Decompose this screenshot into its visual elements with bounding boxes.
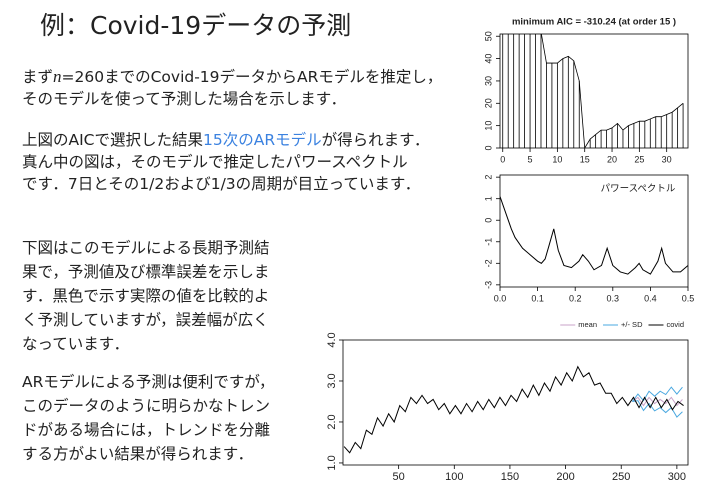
x-tick-label: 200 bbox=[556, 471, 574, 483]
text: なっています． bbox=[22, 335, 130, 353]
y-tick-label: 4.0 bbox=[326, 332, 338, 347]
y-tick-label: 2 bbox=[483, 175, 493, 180]
text-line: です．7日とその1/2および1/3の周期が目立っています． bbox=[22, 173, 430, 195]
text: す．黒色で示す実際の値を比較的よ bbox=[22, 287, 270, 305]
x-tick-label: 0.3 bbox=[607, 293, 620, 303]
text-line: 上図のAICで選択した結果15次のARモデルが得られます． bbox=[22, 129, 430, 151]
chart: 0.0 0.1 0.2 0.3 0.4 0.5 -3 -2 -1 0 1 2 パワースペクトル bbox=[483, 174, 695, 303]
x-tick-label: 15 bbox=[580, 154, 590, 164]
text-line: 下図はこのモデルによる長期予測結 bbox=[22, 236, 270, 260]
x-tick-label: 5 bbox=[528, 154, 533, 164]
y-tick-label: -2 bbox=[483, 259, 493, 267]
text: が得られます． bbox=[321, 131, 430, 149]
text-line: このデータのように明らかなトレン bbox=[22, 394, 274, 418]
text-line: く予測していますが，誤差幅が広く bbox=[22, 308, 270, 332]
x-tick-label: 100 bbox=[445, 471, 463, 483]
y-tick-label: 50 bbox=[483, 31, 493, 41]
x-tick-label: 20 bbox=[607, 154, 617, 164]
paragraph: ARモデルによる予測は便利ですが， このデータのように明らかなトレン ドがある場… bbox=[22, 370, 274, 466]
text: 真ん中の図は，そのモデルで推定したパワースペクトル bbox=[22, 153, 408, 171]
series-line bbox=[631, 386, 683, 402]
text-line: する方がよい結果が得られます． bbox=[22, 442, 274, 466]
text: 果で，予測値及び標準誤差を示しま bbox=[22, 263, 270, 281]
plot-area bbox=[502, 34, 684, 148]
series-line bbox=[500, 196, 688, 275]
y-tick-label: 1 bbox=[483, 196, 493, 201]
text: このデータのように明らかなトレン bbox=[22, 397, 271, 415]
x-tick-label: 25 bbox=[634, 154, 644, 164]
x-tick-label: 0.5 bbox=[682, 293, 695, 303]
math-symbol: n bbox=[53, 67, 62, 86]
text: 下図はこのモデルによる長期予測結 bbox=[22, 239, 270, 257]
highlight: 15次のARモデル bbox=[203, 131, 322, 149]
text-line: なっています． bbox=[22, 332, 270, 356]
chart: 50 100 150 200 250 300 1.0 2.0 3.0 4.0 covid +/- SD… bbox=[326, 320, 689, 483]
x-tick-label: 0.4 bbox=[644, 293, 657, 303]
y-tick-label: 20 bbox=[483, 98, 493, 108]
legend-label: mean bbox=[578, 320, 597, 329]
x-tick-label: 30 bbox=[662, 154, 672, 164]
plot-area bbox=[343, 365, 684, 454]
series-line bbox=[343, 365, 684, 454]
y-tick-label: 0 bbox=[483, 218, 493, 223]
text-line: そのモデルを使って予測した場合を示します． bbox=[22, 88, 442, 110]
text-line: 果で，予測値及び標準誤差を示しま bbox=[22, 260, 270, 284]
plot-frame bbox=[499, 33, 689, 149]
legend-label: +/- SD bbox=[621, 320, 643, 329]
x-tick-label: 0.1 bbox=[531, 293, 544, 303]
paragraph: 上図のAICで選択した結果15次のARモデルが得られます． 真ん中の図は，そのモ… bbox=[22, 129, 430, 195]
paragraph: 下図はこのモデルによる長期予測結 果で，予測値及び標準誤差を示しま す．黒色で示… bbox=[22, 236, 270, 356]
slide-title: 例：Covid-19データの予測 bbox=[40, 11, 352, 40]
text: そのモデルを使って予測した場合を示します． bbox=[22, 90, 347, 108]
plot-frame bbox=[499, 174, 689, 288]
y-tick-label: 2.0 bbox=[326, 414, 338, 429]
x-tick-label: 150 bbox=[501, 471, 519, 483]
text: く予測していますが，誤差幅が広く bbox=[22, 311, 269, 329]
x-tick-label: 0.2 bbox=[569, 293, 582, 303]
y-tick-label: 3.0 bbox=[326, 373, 338, 388]
text-line: す．黒色で示す実際の値を比較的よ bbox=[22, 284, 270, 308]
chart: 0 5 10 15 20 25 30 0 10 20 30 40 50 minimum AIC = -31… bbox=[483, 17, 689, 164]
text: ドがある場合には，トレンドを分離 bbox=[22, 421, 271, 439]
y-tick-label: 30 bbox=[483, 76, 493, 86]
y-tick-label: 10 bbox=[483, 121, 493, 131]
bar-outline bbox=[540, 34, 684, 148]
text: する方がよい結果が得られます． bbox=[22, 445, 254, 463]
annotation: パワースペクトル bbox=[601, 184, 676, 195]
legend-label: covid bbox=[666, 320, 684, 329]
text: ARモデルによる予測は便利ですが， bbox=[22, 373, 275, 391]
y-tick-label: 1.0 bbox=[326, 455, 338, 470]
text-line: 真ん中の図は，そのモデルで推定したパワースペクトル bbox=[22, 151, 430, 173]
text-line: ARモデルによる予測は便利ですが， bbox=[22, 370, 274, 394]
plot-frame bbox=[342, 339, 689, 466]
x-tick-label: 50 bbox=[393, 471, 405, 483]
plot-area bbox=[500, 196, 688, 275]
text: です．7日とその1/2および1/3の周期が目立っています． bbox=[22, 175, 421, 193]
text: まず bbox=[22, 68, 54, 86]
chart-title: minimum AIC = -310.24 (at order 15 ) bbox=[512, 17, 676, 28]
text-line: ドがある場合には，トレンドを分離 bbox=[22, 418, 274, 442]
text: 上図のAICで選択した結果 bbox=[22, 131, 203, 149]
y-tick-label: 40 bbox=[483, 54, 493, 64]
x-tick-label: 300 bbox=[668, 471, 686, 483]
paragraph: まずn=260までのCovid-19データからARモデルを推定し， そのモデルを… bbox=[22, 66, 442, 110]
x-tick-label: 0 bbox=[500, 154, 505, 164]
text-line: まずn=260までのCovid-19データからARモデルを推定し， bbox=[22, 66, 442, 88]
y-tick-label: 0 bbox=[483, 145, 493, 150]
x-tick-label: 0.0 bbox=[494, 293, 507, 303]
y-tick-label: -1 bbox=[483, 238, 493, 246]
text: =260までのCovid-19データからARモデルを推定し， bbox=[61, 68, 443, 86]
y-tick-label: -3 bbox=[483, 281, 493, 289]
x-tick-label: 250 bbox=[612, 471, 630, 483]
x-tick-label: 10 bbox=[552, 154, 562, 164]
